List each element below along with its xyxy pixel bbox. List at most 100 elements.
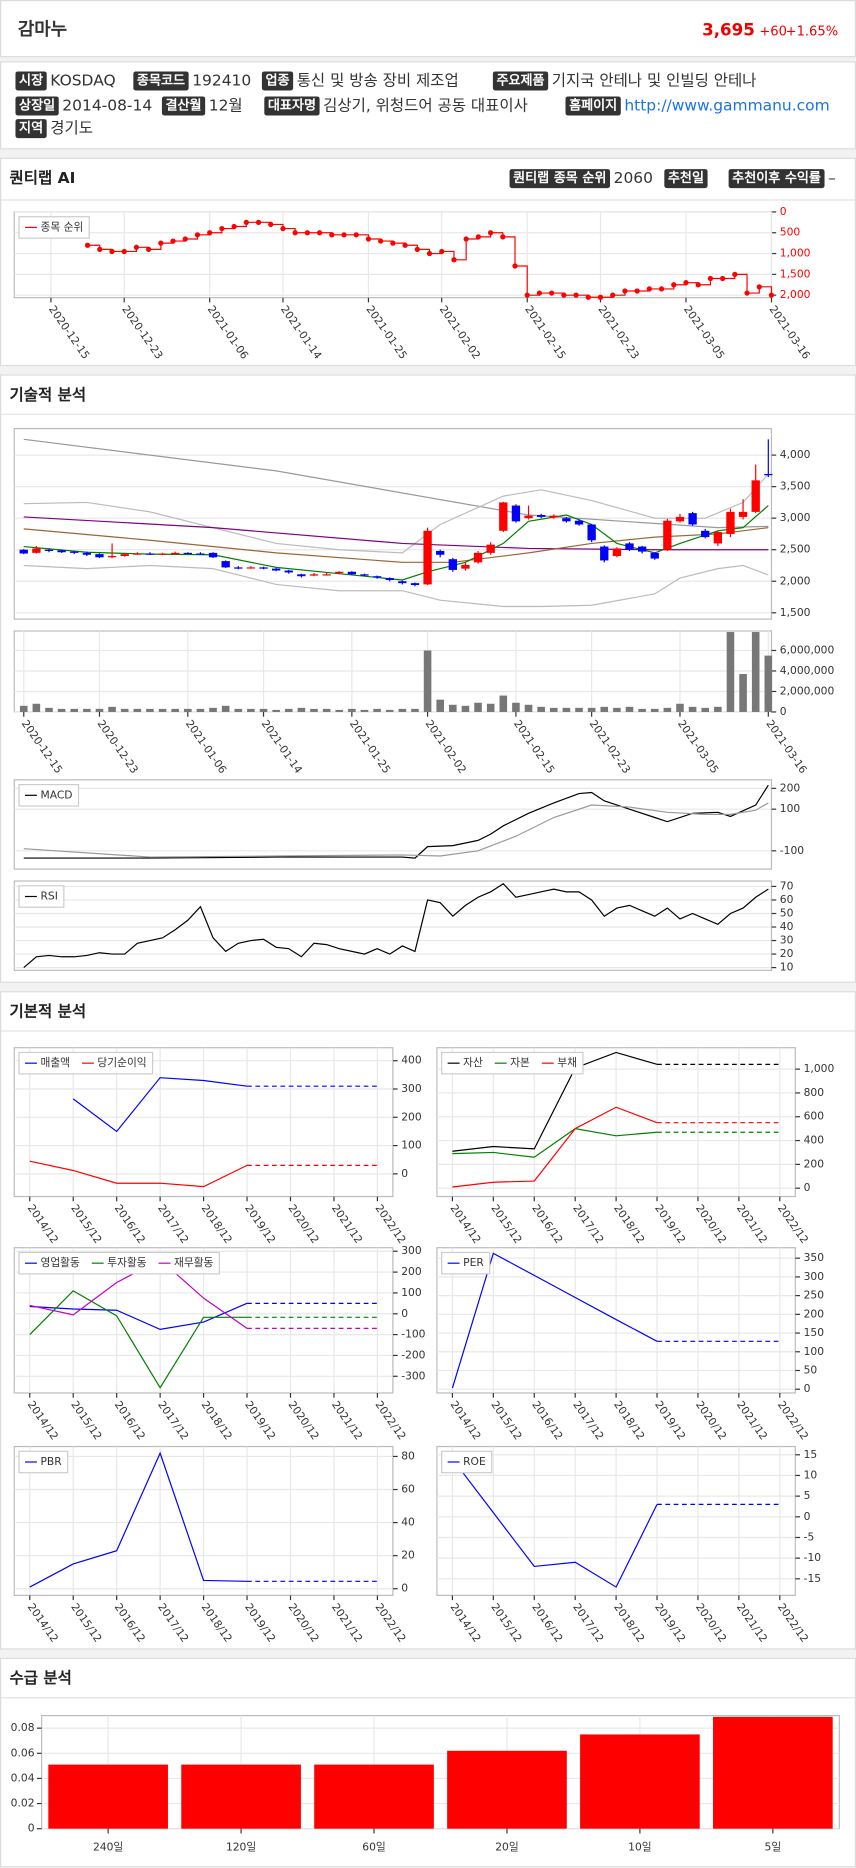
point <box>402 242 408 248</box>
candle-body <box>410 583 420 586</box>
point <box>720 275 726 282</box>
series-line <box>23 473 769 554</box>
legend: PBR <box>18 1450 69 1474</box>
bar <box>474 702 482 712</box>
y-tick-label: 40 <box>780 920 794 933</box>
bar <box>335 709 344 712</box>
y-tick-label: 2,000,000 <box>780 684 835 697</box>
badge-label: 시장 <box>19 71 43 88</box>
y-tick-label: 200 <box>804 1157 825 1170</box>
legend-label: 투자활동 <box>107 1256 147 1269</box>
point <box>549 290 555 296</box>
bar <box>120 708 129 712</box>
candle-body <box>726 511 735 534</box>
y-tick-label: 30 <box>780 934 794 947</box>
bar <box>580 1734 700 1829</box>
y-tick-label: 1,500 <box>780 606 811 619</box>
badge <box>492 71 549 91</box>
point <box>390 240 396 246</box>
series-line <box>29 1451 248 1588</box>
y-tick-label: 300 <box>804 1270 825 1283</box>
point <box>243 219 249 225</box>
bar <box>184 708 192 712</box>
y-tick-label: 6,000,000 <box>780 643 835 656</box>
point <box>707 275 714 282</box>
point <box>341 232 347 238</box>
candle-body <box>675 516 685 522</box>
candle-body <box>524 515 533 519</box>
y-tick-label: 0.04 <box>11 1771 35 1784</box>
candle-body <box>398 581 407 584</box>
point <box>304 230 311 236</box>
info-value: 김상기, 위청드어 공동 대표이사 <box>323 96 528 114</box>
bar <box>562 707 571 712</box>
section-title: 수급 분석 <box>10 1669 72 1687</box>
point <box>695 282 701 288</box>
y-tick-label: 4,000 <box>780 448 811 461</box>
candle-body <box>461 564 470 569</box>
badge <box>261 71 294 91</box>
point <box>316 230 323 236</box>
badge-label: 업종 <box>265 72 289 88</box>
point <box>97 246 103 253</box>
candle-body <box>600 546 609 561</box>
series-line <box>29 1160 248 1188</box>
legend: ROE <box>441 1450 493 1474</box>
legend-label: 종목 순위 <box>40 220 83 233</box>
y-tick-label: 2,000 <box>780 288 811 301</box>
legend-label: RSI <box>40 889 57 902</box>
legend: PER <box>441 1251 491 1275</box>
point <box>671 282 677 288</box>
plot-area <box>13 211 773 299</box>
candle-body <box>297 574 306 577</box>
series-line <box>29 1290 248 1389</box>
candle-body <box>347 571 357 575</box>
point <box>182 236 188 242</box>
bar <box>600 706 609 712</box>
y-tick-label: 0 <box>401 1167 408 1180</box>
series-line <box>23 882 769 969</box>
y-tick-label: 500 <box>780 226 801 239</box>
candle-body <box>473 552 483 563</box>
point <box>646 286 652 292</box>
y-tick-label: -300 <box>401 1369 425 1382</box>
point <box>573 292 579 298</box>
y-tick-label: 60 <box>780 893 794 906</box>
x-tick-label: 240일 <box>93 1841 123 1854</box>
y-tick-label: 1,000 <box>804 1062 835 1075</box>
point <box>622 288 628 294</box>
candle-body <box>82 552 92 555</box>
y-tick-label: 250 <box>804 1289 825 1302</box>
candle-body <box>309 574 319 576</box>
legend-label: 자본 <box>510 1056 530 1069</box>
point <box>84 242 91 248</box>
point <box>744 290 750 296</box>
badge-label: 홈페이지 <box>569 96 617 113</box>
bar <box>348 708 356 712</box>
legend-box <box>18 1450 69 1474</box>
badge <box>15 119 47 139</box>
y-tick-label: 300 <box>401 1082 422 1095</box>
y-tick-label: 40 <box>401 1516 415 1529</box>
candle-body <box>360 574 369 576</box>
bar <box>48 1764 168 1829</box>
bar <box>486 703 495 712</box>
y-tick-label: 2,500 <box>780 543 811 556</box>
point <box>353 232 359 238</box>
candle-body <box>751 480 760 512</box>
bar <box>663 707 672 712</box>
point <box>500 234 506 240</box>
bar <box>447 1750 567 1829</box>
y-tick-label: 400 <box>804 1134 825 1147</box>
candle-body <box>637 546 647 552</box>
point <box>439 248 445 255</box>
homepage-link[interactable]: http://www.gammanu.com <box>624 96 829 114</box>
y-tick-label: 0 <box>804 1181 811 1194</box>
info-value: 192410 <box>192 71 251 89</box>
badge <box>133 71 189 91</box>
bar <box>171 708 179 712</box>
candle-body <box>335 571 344 574</box>
candle-body <box>549 515 558 518</box>
